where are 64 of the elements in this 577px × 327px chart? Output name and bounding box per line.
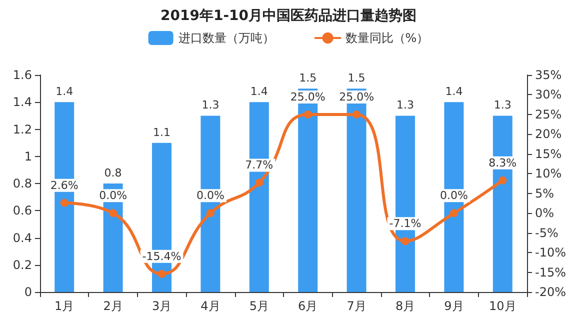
x-tick-label: 8月: [395, 299, 416, 313]
y-tick-label: 1.6: [12, 68, 32, 82]
data-label: 1.4: [250, 85, 268, 98]
data-label: -15.4%: [142, 250, 182, 263]
data-label: 1.4: [56, 85, 74, 98]
x-tick-label: 4月: [200, 299, 220, 313]
y-tick-label: 1.2: [12, 122, 32, 136]
data-label: 1.5: [299, 72, 317, 85]
x-tick-label: 9月: [444, 299, 464, 313]
point: [304, 110, 312, 118]
y2-tick-label: -10%: [535, 246, 566, 260]
data-label: 1.4: [445, 85, 463, 98]
data-label: 0.0%: [99, 189, 128, 202]
y2-tick-label: 25%: [535, 107, 562, 122]
data-label: 7.7%: [245, 158, 274, 172]
legend-label: 进口数量（万吨）: [178, 31, 274, 45]
point: [60, 198, 68, 207]
data-label: 0.0%: [196, 189, 224, 202]
data-label: 1.3: [396, 98, 414, 112]
chart-title: 2019年1-10月中国医药品进口量趋势图: [160, 8, 416, 24]
data-label: -7.1%: [389, 217, 422, 230]
point: [401, 237, 410, 246]
data-label: 1.3: [202, 98, 220, 112]
data-label: 1.1: [153, 126, 170, 139]
y2-tick-label: 15%: [535, 146, 562, 161]
legend-label: 数量同比（%）: [345, 31, 429, 45]
y-tick-label: 0.2: [12, 258, 32, 272]
x-tick-label: 10月: [489, 299, 516, 313]
y2-tick-label: -20%: [535, 285, 566, 299]
x-tick-label: 2月: [103, 299, 123, 313]
y2-tick-label: -5%: [535, 226, 558, 240]
point: [255, 178, 264, 187]
x-tick-label: 3月: [152, 299, 172, 313]
y-tick-label: 0.4: [12, 230, 32, 245]
data-label: 25.0%: [339, 90, 374, 104]
data-label: 25.0%: [290, 90, 326, 104]
y-tick-label: 0.6: [12, 204, 32, 218]
y2-tick-label: -15%: [535, 265, 566, 280]
y-tick-label: 1: [24, 149, 32, 164]
x-tick-label: 6月: [298, 299, 318, 313]
point: [206, 209, 214, 218]
data-label: 8.3%: [488, 156, 517, 170]
point: [450, 209, 458, 218]
x-tick-label: 7月: [346, 299, 366, 313]
x-tick-label: 5月: [249, 299, 269, 313]
y-tick-label: 0.8: [12, 176, 32, 190]
point: [352, 110, 361, 118]
data-label: 1.5: [348, 72, 366, 85]
data-label: 0.8: [104, 166, 122, 180]
y2-tick-label: 0%: [535, 206, 554, 220]
point: [158, 270, 166, 278]
y2-tick-label: 20%: [535, 127, 562, 142]
y-tick-label: 1.4: [12, 95, 32, 110]
data-label: 2.6%: [50, 178, 78, 192]
data-label: 1.3: [494, 98, 512, 112]
y-tick-label: 0: [24, 285, 32, 299]
point: [498, 176, 507, 184]
y2-tick-label: 5%: [535, 186, 554, 200]
y2-tick-label: 30%: [535, 88, 562, 102]
data-label: 0.0%: [440, 189, 468, 202]
y2-tick-label: 10%: [535, 166, 562, 181]
y2-tick-label: 35%: [535, 68, 562, 82]
x-tick-label: 1月: [54, 299, 74, 313]
point: [109, 209, 118, 218]
